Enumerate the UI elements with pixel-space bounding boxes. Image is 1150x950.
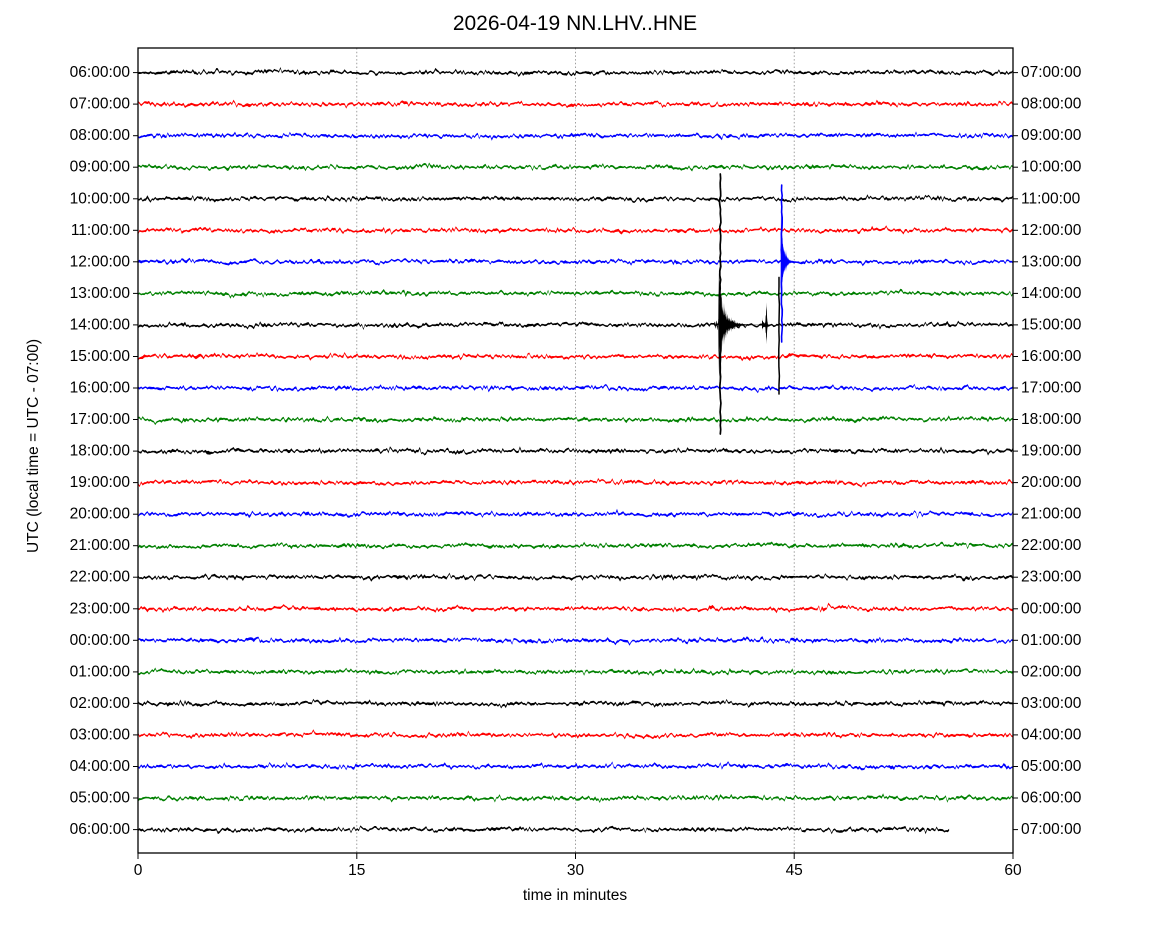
svg-text:15:00:00: 15:00:00: [70, 348, 131, 365]
svg-text:02:00:00: 02:00:00: [1021, 663, 1082, 680]
svg-text:16:00:00: 16:00:00: [70, 380, 131, 397]
svg-text:UTC (local time = UTC - 07:00): UTC (local time = UTC - 07:00): [25, 339, 42, 553]
svg-text:20:00:00: 20:00:00: [1021, 474, 1082, 491]
svg-text:04:00:00: 04:00:00: [1021, 726, 1082, 743]
svg-text:06:00:00: 06:00:00: [1021, 790, 1082, 807]
svg-text:20:00:00: 20:00:00: [70, 506, 131, 523]
svg-text:21:00:00: 21:00:00: [1021, 506, 1082, 523]
svg-text:23:00:00: 23:00:00: [70, 600, 131, 617]
svg-text:13:00:00: 13:00:00: [70, 285, 131, 302]
svg-text:time in minutes: time in minutes: [523, 887, 627, 904]
svg-text:10:00:00: 10:00:00: [1021, 159, 1082, 176]
svg-text:18:00:00: 18:00:00: [1021, 411, 1082, 428]
svg-text:00:00:00: 00:00:00: [70, 632, 131, 649]
svg-text:17:00:00: 17:00:00: [70, 411, 131, 428]
svg-text:2026-04-19 NN.LHV..HNE: 2026-04-19 NN.LHV..HNE: [453, 12, 697, 35]
svg-text:07:00:00: 07:00:00: [1021, 821, 1082, 838]
svg-text:23:00:00: 23:00:00: [1021, 569, 1082, 586]
svg-text:10:00:00: 10:00:00: [70, 190, 131, 207]
svg-text:22:00:00: 22:00:00: [1021, 537, 1082, 554]
svg-text:22:00:00: 22:00:00: [70, 569, 131, 586]
svg-text:07:00:00: 07:00:00: [70, 96, 131, 113]
svg-text:04:00:00: 04:00:00: [70, 758, 131, 775]
svg-text:30: 30: [567, 862, 585, 879]
svg-text:09:00:00: 09:00:00: [1021, 127, 1082, 144]
svg-text:15: 15: [348, 862, 365, 879]
svg-text:03:00:00: 03:00:00: [70, 726, 131, 743]
svg-text:18:00:00: 18:00:00: [70, 443, 131, 460]
svg-text:14:00:00: 14:00:00: [70, 316, 131, 333]
svg-text:60: 60: [1004, 862, 1022, 879]
svg-text:05:00:00: 05:00:00: [1021, 758, 1082, 775]
svg-text:03:00:00: 03:00:00: [1021, 695, 1082, 712]
svg-text:12:00:00: 12:00:00: [1021, 222, 1082, 239]
svg-text:11:00:00: 11:00:00: [1021, 190, 1081, 207]
svg-text:17:00:00: 17:00:00: [1021, 380, 1082, 397]
svg-text:14:00:00: 14:00:00: [1021, 285, 1082, 302]
svg-text:06:00:00: 06:00:00: [70, 64, 131, 81]
svg-text:13:00:00: 13:00:00: [1021, 253, 1082, 270]
svg-text:08:00:00: 08:00:00: [1021, 96, 1082, 113]
svg-text:15:00:00: 15:00:00: [1021, 316, 1082, 333]
svg-text:19:00:00: 19:00:00: [1021, 443, 1082, 460]
svg-text:01:00:00: 01:00:00: [1021, 632, 1082, 649]
svg-text:00:00:00: 00:00:00: [1021, 600, 1082, 617]
svg-text:02:00:00: 02:00:00: [70, 695, 131, 712]
svg-text:01:00:00: 01:00:00: [70, 663, 131, 680]
svg-text:12:00:00: 12:00:00: [70, 253, 131, 270]
svg-text:45: 45: [786, 862, 803, 879]
svg-text:19:00:00: 19:00:00: [70, 474, 131, 491]
svg-text:09:00:00: 09:00:00: [70, 159, 131, 176]
svg-text:07:00:00: 07:00:00: [1021, 64, 1082, 81]
svg-text:11:00:00: 11:00:00: [71, 222, 131, 239]
svg-text:05:00:00: 05:00:00: [70, 790, 131, 807]
svg-text:08:00:00: 08:00:00: [70, 127, 131, 144]
svg-text:21:00:00: 21:00:00: [70, 537, 131, 554]
svg-text:16:00:00: 16:00:00: [1021, 348, 1082, 365]
svg-text:06:00:00: 06:00:00: [70, 821, 131, 838]
svg-text:0: 0: [134, 862, 143, 879]
